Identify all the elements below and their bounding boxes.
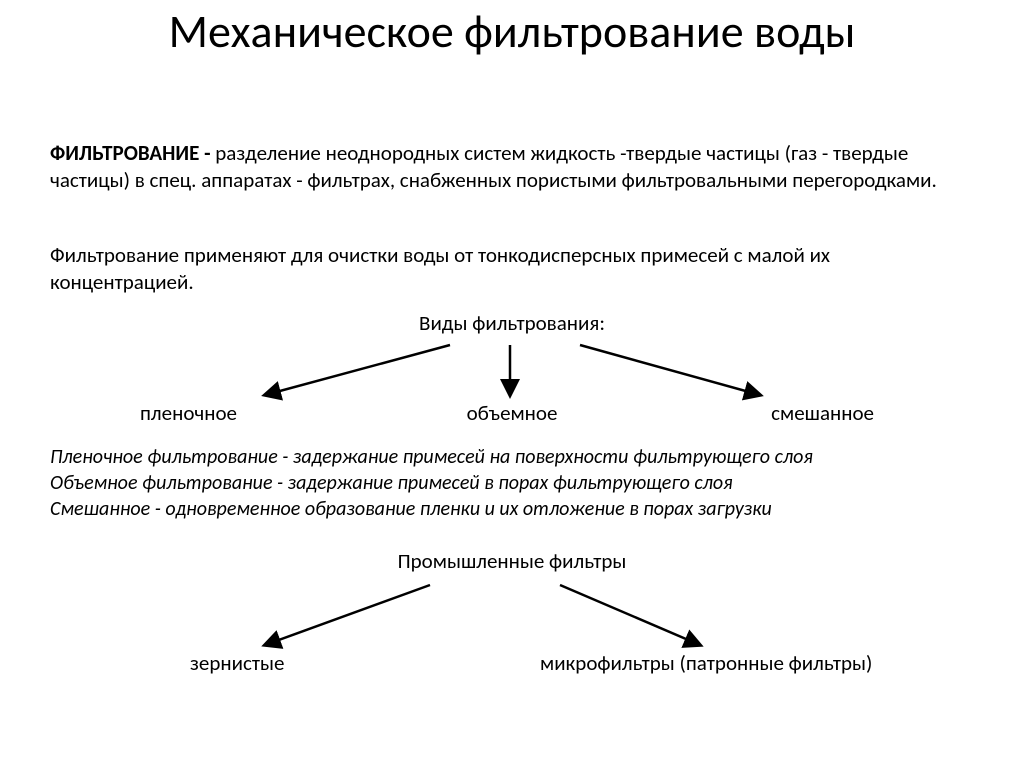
arrow-type-right-icon bbox=[580, 345, 760, 395]
description-3: Смешанное - одновременное образование пл… bbox=[50, 496, 980, 522]
filter-item-right: микрофильтры (патронные фильтры) bbox=[540, 650, 872, 676]
filter-item-left: зернистые bbox=[190, 650, 284, 676]
definition-term: ФИЛЬТРОВАНИЕ - bbox=[50, 140, 211, 166]
types-label: Виды фильтрования: bbox=[0, 310, 1024, 336]
usage-paragraph: Фильтрование применяют для очистки воды … bbox=[50, 242, 970, 297]
description-1: Пленочное фильтрование - задержание прим… bbox=[50, 444, 980, 470]
description-2: Объемное фильтрование - задержание приме… bbox=[50, 470, 980, 496]
definition-paragraph: ФИЛЬТРОВАНИЕ - разделение неоднородных с… bbox=[50, 140, 970, 195]
descriptions-block: Пленочное фильтрование - задержание прим… bbox=[50, 444, 980, 522]
arrow-filter-right-icon bbox=[560, 585, 700, 645]
slide-title: Механическое фильтрование воды bbox=[0, 6, 1024, 59]
slide: Механическое фильтрование воды ФИЛЬТРОВА… bbox=[0, 0, 1024, 767]
filters-label: Промышленные фильтры bbox=[0, 548, 1024, 574]
arrow-type-left-icon bbox=[265, 345, 450, 395]
type-item-right: смешанное bbox=[771, 400, 874, 426]
arrow-filter-left-icon bbox=[265, 585, 430, 645]
